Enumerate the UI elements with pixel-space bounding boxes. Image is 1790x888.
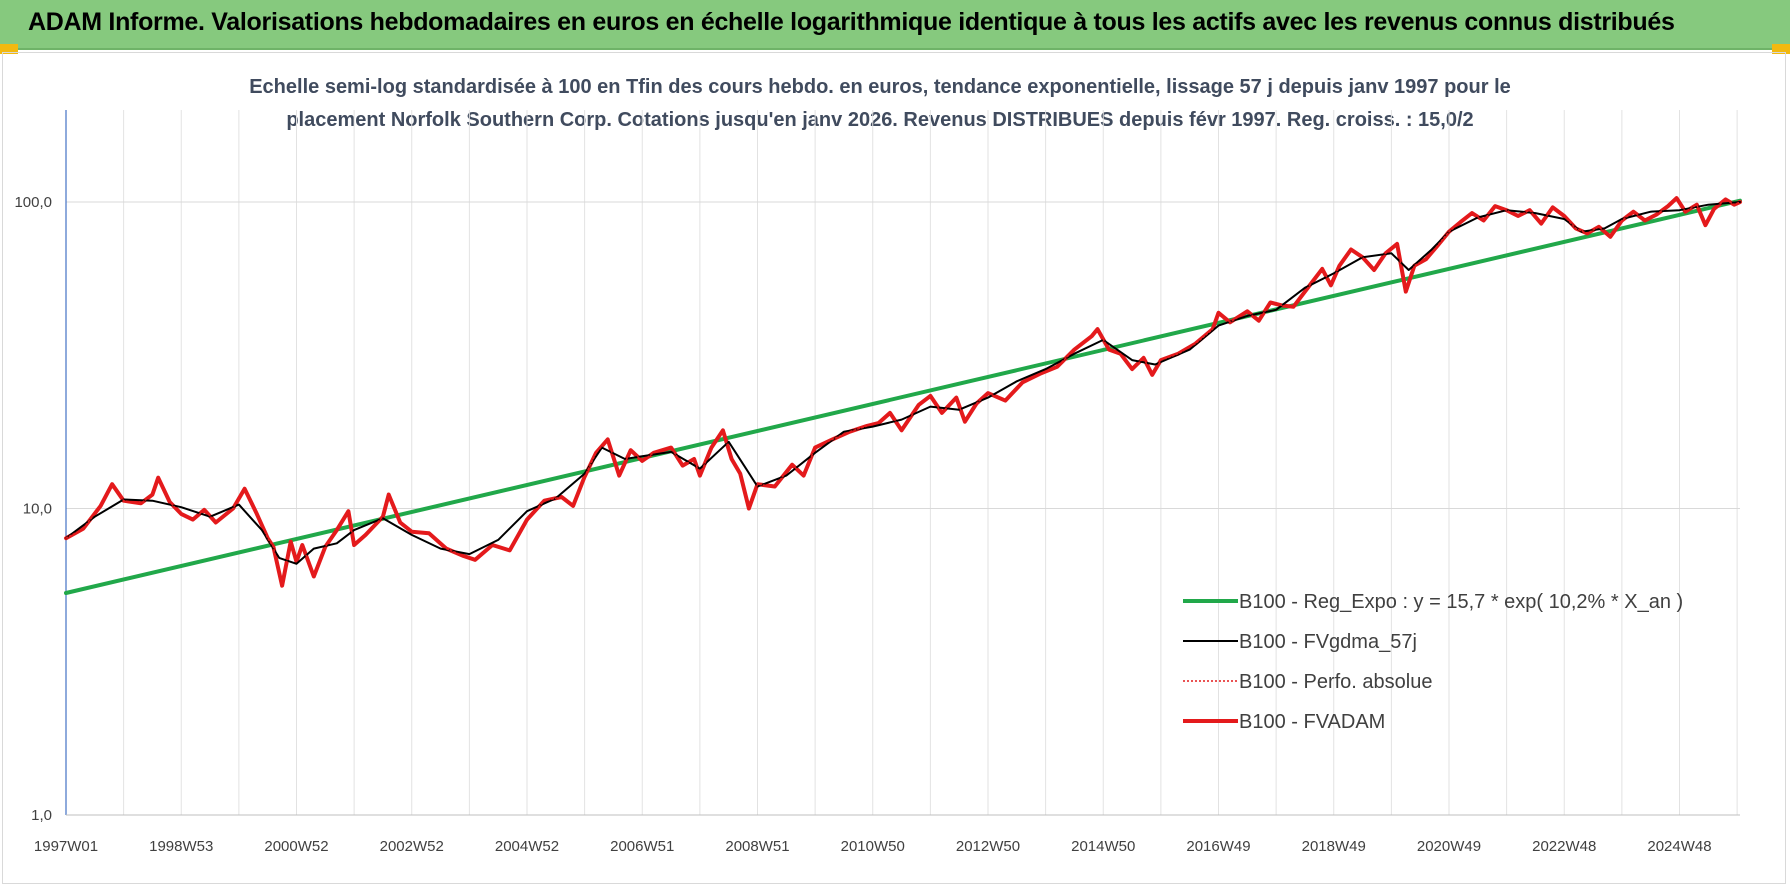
- report-banner: ADAM Informe. Valorisations hebdomadaire…: [0, 0, 1790, 50]
- x-tick-label: 2012W50: [956, 838, 1020, 855]
- x-tick-label: 2002W52: [380, 838, 444, 855]
- x-tick-label: 2010W50: [841, 838, 905, 855]
- x-tick-label: 2004W52: [495, 838, 559, 855]
- x-tick-label: 2000W52: [264, 838, 328, 855]
- x-tick-label: 1998W53: [149, 838, 213, 855]
- legend-label: B100 - Perfo. absolue: [1239, 671, 1432, 693]
- x-tick-label: 2022W48: [1532, 838, 1596, 855]
- x-tick-label: 2014W50: [1071, 838, 1135, 855]
- x-tick-label: 2008W51: [725, 838, 789, 855]
- x-tick-label: 2018W49: [1302, 838, 1366, 855]
- series-line: [64, 198, 1742, 595]
- x-tick-label: 2024W48: [1647, 838, 1711, 855]
- report-title: ADAM Informe. Valorisations hebdomadaire…: [28, 8, 1675, 36]
- x-tick-label: 2006W51: [610, 838, 674, 855]
- x-tick-label: 1997W01: [34, 838, 98, 855]
- chart-title-line-1: Echelle semi-log standardisée à 100 en T…: [249, 76, 1511, 98]
- series-line: [64, 196, 1742, 588]
- x-tick-label: 2020W49: [1417, 838, 1481, 855]
- corner-marker-top-right: [1772, 44, 1790, 54]
- y-tick-label: 1,0: [31, 807, 52, 824]
- x-tick-label: 2016W49: [1186, 838, 1250, 855]
- series-line: [65, 201, 1741, 565]
- legend-label: B100 - FVgdma_57j: [1239, 631, 1417, 653]
- y-tick-label: 100,0: [14, 194, 52, 211]
- series-line: [65, 197, 1741, 587]
- legend-label: B100 - Reg_Expo : y = 15,7 * exp( 10,2% …: [1239, 591, 1683, 613]
- chart-frame: [2, 52, 1786, 884]
- corner-marker-top-left: [0, 44, 18, 54]
- legend-label: B100 - FVADAM: [1239, 711, 1385, 733]
- chart-title-line-2: placement Norfolk Southern Corp. Cotatio…: [286, 109, 1474, 131]
- y-tick-label: 10,0: [23, 501, 52, 518]
